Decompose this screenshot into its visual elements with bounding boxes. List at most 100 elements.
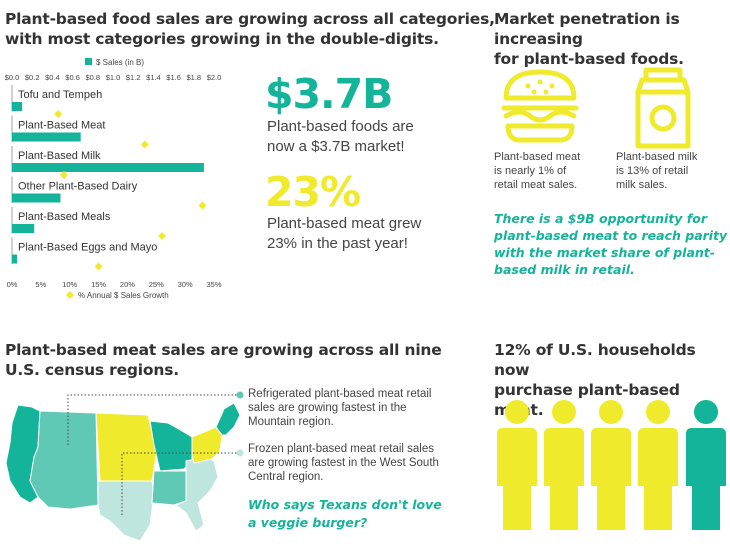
texans-callout-line2: a veggie burger?: [248, 515, 368, 530]
milk-penetration-line3: milk sales.: [616, 179, 668, 191]
legend-sales-swatch: [85, 58, 92, 65]
milk-penetration-line1: Plant-based milk: [616, 151, 698, 163]
category-label: Plant-Based Eggs and Mayo: [18, 242, 157, 254]
bottom-tick-label: 20%: [120, 280, 135, 289]
top-tick-label: $0.2: [25, 73, 40, 82]
growth-diamond: [140, 140, 149, 149]
person-icon: [591, 400, 631, 530]
bottom-tick-label: 25%: [149, 280, 164, 289]
person-icon: [497, 400, 537, 530]
sales-title-line2: with most categories growing in the doub…: [5, 30, 439, 48]
top-tick-label: $1.4: [146, 73, 161, 82]
stat-market-text-line2: now a $3.7B market!: [267, 138, 405, 155]
stat-market-value: $3.7B: [265, 70, 393, 118]
growth-diamond: [198, 201, 207, 210]
top-tick-label: $0.6: [65, 73, 80, 82]
top-tick-label: $1.8: [186, 73, 201, 82]
regions-title-line2: U.S. census regions.: [5, 361, 179, 379]
burger-icon: [501, 69, 579, 143]
market-callout-line1: There is a $9B opportunity for: [494, 211, 707, 226]
legend-sales-label: $ Sales (in B): [96, 58, 144, 67]
mountain-note-line3: Mountain region.: [248, 416, 334, 428]
region-middle-atlantic: [191, 426, 223, 464]
stat-growth-value: 23%: [265, 168, 361, 216]
meat-penetration-text: Plant-based meat is nearly 1% of retail …: [494, 150, 580, 192]
sales-bar: [12, 254, 18, 264]
category-label: Other Plant-Based Dairy: [18, 181, 138, 193]
market-title-line2: for plant-based foods.: [494, 50, 684, 68]
sales-bar: [12, 102, 23, 111]
legend-bottom: % Annual $ Sales Growth: [66, 291, 169, 300]
category-label: Plant-Based Meals: [18, 211, 111, 223]
sales-bar: [12, 193, 61, 203]
chart-bars: [12, 102, 204, 264]
milk-carton-icon: [635, 67, 691, 149]
sales-title-line1: Plant-based food sales are growing acros…: [5, 10, 495, 28]
leader-dot-mountain: [236, 391, 244, 399]
bottom-tick-label: 15%: [91, 280, 106, 289]
sales-title: Plant-based food sales are growing acros…: [5, 9, 495, 49]
stat-growth-text-line1: Plant-based meat grew: [267, 215, 422, 232]
chart-diamonds: [54, 110, 207, 271]
market-callout-line3: with the market share of plant-: [494, 245, 715, 260]
mountain-note: Refrigerated plant-based meat retail sal…: [248, 387, 431, 429]
sales-bar: [12, 132, 81, 142]
households-people-chart: [497, 400, 726, 530]
stat-market-text: Plant-based foods are now a $3.7B market…: [267, 117, 414, 157]
legend-growth-label: % Annual $ Sales Growth: [78, 291, 169, 300]
region-west-south-central: [97, 480, 155, 542]
top-tick-label: $0.8: [85, 73, 100, 82]
category-label: Plant-Based Meat: [18, 120, 105, 132]
mountain-note-line2: sales are growing fastest in the: [248, 402, 407, 414]
west-south-central-note-line2: are growing fastest in the West South: [248, 457, 439, 469]
growth-diamond: [59, 171, 68, 179]
market-title-line1: Market penetration is increasing: [494, 10, 680, 48]
milk-penetration-text: Plant-based milk is 13% of retail milk s…: [616, 150, 697, 192]
bottom-axis: 0% 5% 10% 15% 20% 25% 30% 35%: [7, 280, 222, 289]
regions-title-line1: Plant-based meat sales are growing acros…: [5, 341, 442, 359]
person-icon-teal-half: [686, 400, 726, 530]
bottom-tick-label: 0%: [7, 280, 18, 289]
legend-top: $ Sales (in B): [85, 58, 144, 67]
stat-growth-text: Plant-based meat grew 23% in the past ye…: [267, 214, 421, 254]
growth-diamond: [94, 262, 103, 271]
market-title: Market penetration is increasing for pla…: [494, 9, 730, 69]
top-tick-label: $1.6: [166, 73, 181, 82]
market-callout-line2: plant-based meat to reach parity: [494, 228, 728, 243]
top-tick-label: $1.0: [106, 73, 121, 82]
meat-penetration-line3: retail meat sales.: [494, 179, 578, 191]
milk-penetration-line2: is 13% of retail: [616, 165, 689, 177]
meat-penetration-line2: is nearly 1% of: [494, 165, 567, 177]
bottom-tick-label: 10%: [62, 280, 77, 289]
bottom-tick-label: 5%: [35, 280, 46, 289]
legend-growth-swatch: [66, 291, 74, 299]
west-south-central-note-line1: Frozen plant-based meat retail sales: [248, 443, 435, 455]
texans-callout: Who says Texans don't love a veggie burg…: [248, 496, 442, 532]
region-south-atlantic: [175, 456, 219, 532]
leader-line-mountain: [67, 394, 237, 445]
meat-penetration-line1: Plant-based meat: [494, 151, 581, 163]
person-icon-highlight: [686, 400, 726, 530]
households-title-line1: 12% of U.S. households now: [494, 341, 696, 379]
growth-diamond: [54, 110, 63, 118]
market-callout-line4: based milk in retail.: [494, 262, 635, 277]
stat-market-text-line1: Plant-based foods are: [267, 118, 414, 135]
texans-callout-line1: Who says Texans don't love: [248, 497, 442, 512]
category-label: Plant-Based Milk: [18, 150, 101, 162]
top-axis: $0.0 $0.2 $0.4 $0.6 $0.8 $1.0 $1.2 $1.4 $1.6 $1.8…: [5, 73, 222, 82]
bottom-tick-label: 35%: [206, 280, 221, 289]
sales-bar: [12, 163, 204, 172]
top-tick-label: $2.0: [207, 73, 222, 82]
region-new-england: [215, 402, 241, 436]
region-east-south-central: [151, 470, 187, 506]
person-icon: [638, 400, 678, 530]
bottom-tick-label: 30%: [178, 280, 193, 289]
west-south-central-note-line3: Central region.: [248, 471, 324, 483]
west-south-central-note: Frozen plant-based meat retail sales are…: [248, 442, 439, 484]
stat-growth-text-line2: 23% in the past year!: [267, 235, 408, 252]
sales-bar: [12, 224, 35, 233]
category-label: Tofu and Tempeh: [18, 89, 102, 101]
mountain-note-line1: Refrigerated plant-based meat retail: [248, 388, 432, 400]
region-west-north-central: [95, 412, 159, 482]
top-tick-label: $1.2: [126, 73, 141, 82]
